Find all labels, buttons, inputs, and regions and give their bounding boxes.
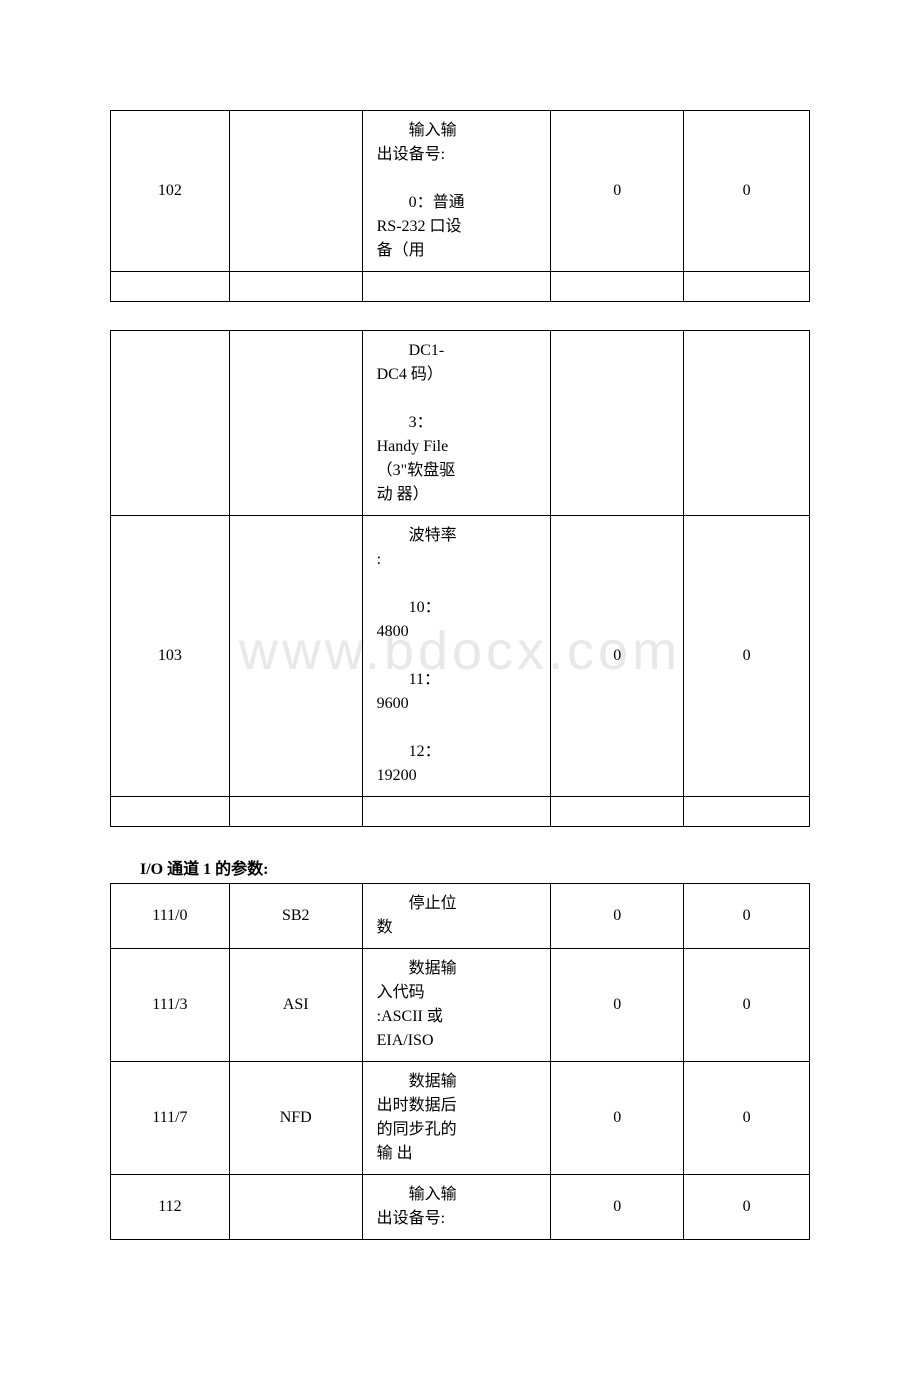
table-cell-val1 (551, 331, 684, 516)
description-line: 3： (377, 411, 541, 435)
description-line: 10： (377, 596, 541, 620)
table-row: 111/3ASI数据输入代码:ASCII 或EIA/ISO00 (111, 949, 810, 1062)
table-row-empty (111, 272, 810, 302)
description-line: 停止位 (377, 892, 541, 916)
description-line: 出设备号: (377, 143, 541, 167)
table-cell-empty (551, 272, 684, 302)
description-line: 数据输 (377, 1070, 541, 1094)
table-cell-param: 111/7 (111, 1062, 230, 1175)
description-line: 出设备号: (377, 1207, 541, 1231)
table-cell-val1: 0 (551, 884, 684, 949)
table-cell-val2: 0 (684, 111, 810, 272)
table-cell-param: 112 (111, 1175, 230, 1240)
table-cell-param: 111/3 (111, 949, 230, 1062)
description-line: 备（用 (377, 239, 541, 263)
table-cell-val2: 0 (684, 949, 810, 1062)
table-cell-empty (111, 272, 230, 302)
description-line (377, 644, 541, 668)
table-cell-param (111, 331, 230, 516)
table-cell-val1: 0 (551, 1062, 684, 1175)
description-line: 19200 (377, 764, 541, 788)
table-cell-description: 输入输出设备号: (362, 1175, 551, 1240)
table-cell-empty (684, 797, 810, 827)
table-cell-empty (551, 797, 684, 827)
description-line: 11： (377, 668, 541, 692)
table-cell-val2: 0 (684, 516, 810, 797)
table-cell-description: 波特率: 10：4800 11：9600 12：19200 (362, 516, 551, 797)
table-row: 103波特率: 10：4800 11：9600 12：1920000 (111, 516, 810, 797)
description-line: DC4 码） (377, 363, 541, 387)
table-cell-description: 数据输出时数据后的同步孔的输 出 (362, 1062, 551, 1175)
table-cell-val1: 0 (551, 949, 684, 1062)
table-cell-code (229, 111, 362, 272)
table-cell-val1: 0 (551, 1175, 684, 1240)
table-row-empty (111, 797, 810, 827)
description-line (377, 387, 541, 411)
description-line: 输 出 (377, 1142, 541, 1166)
description-line: EIA/ISO (377, 1029, 541, 1053)
table-cell-description: 停止位数 (362, 884, 551, 949)
table-cell-param: 111/0 (111, 884, 230, 949)
description-line: :ASCII 或 (377, 1005, 541, 1029)
table-cell-val1: 0 (551, 516, 684, 797)
description-line (377, 572, 541, 596)
description-line: （3"软盘驱 (377, 459, 541, 483)
table-cell-empty (111, 797, 230, 827)
table-cell-empty (362, 797, 551, 827)
table-cell-param: 103 (111, 516, 230, 797)
description-line: 动 器） (377, 483, 541, 507)
table-cell-param: 102 (111, 111, 230, 272)
table-row: 111/0SB2停止位数00 (111, 884, 810, 949)
table-row: 111/7NFD数据输出时数据后的同步孔的输 出00 (111, 1062, 810, 1175)
page-content: 102输入输出设备号: 0：普通RS-232 口设备（用00 DC1-DC4 码… (110, 110, 810, 1240)
table-cell-val2: 0 (684, 1175, 810, 1240)
table-cell-empty (229, 272, 362, 302)
description-line: RS-232 口设 (377, 215, 541, 239)
description-line: 数 (377, 916, 541, 940)
table-2: DC1-DC4 码） 3：Handy File（3"软盘驱动 器） 103 波特率:… (110, 330, 810, 827)
description-line: Handy File (377, 435, 541, 459)
description-line: 输入输 (377, 1183, 541, 1207)
description-line: 的同步孔的 (377, 1118, 541, 1142)
table-row: DC1-DC4 码） 3：Handy File（3"软盘驱动 器） (111, 331, 810, 516)
table-cell-code (229, 516, 362, 797)
table-cell-val2 (684, 331, 810, 516)
description-line: 波特率 (377, 524, 541, 548)
table-cell-val2: 0 (684, 884, 810, 949)
description-line: 0：普通 (377, 191, 541, 215)
description-line (377, 716, 541, 740)
description-line (377, 167, 541, 191)
table-cell-empty (684, 272, 810, 302)
table-cell-description: DC1-DC4 码） 3：Handy File（3"软盘驱动 器） (362, 331, 551, 516)
description-line: DC1- (377, 339, 541, 363)
description-line: 4800 (377, 620, 541, 644)
table-cell-empty (229, 797, 362, 827)
description-line: 入代码 (377, 981, 541, 1005)
table-cell-empty (362, 272, 551, 302)
table-cell-val1: 0 (551, 111, 684, 272)
description-line: 9600 (377, 692, 541, 716)
table-cell-code (229, 1175, 362, 1240)
description-line: 输入输 (377, 119, 541, 143)
table-cell-val2: 0 (684, 1062, 810, 1175)
description-line: 数据输 (377, 957, 541, 981)
table-3: 111/0SB2停止位数00111/3ASI数据输入代码:ASCII 或EIA/… (110, 883, 810, 1240)
table-cell-description: 数据输入代码:ASCII 或EIA/ISO (362, 949, 551, 1062)
table-cell-description: 输入输出设备号: 0：普通RS-232 口设备（用 (362, 111, 551, 272)
description-line: 12： (377, 740, 541, 764)
section-heading: I/O 通道 1 的参数: (140, 855, 810, 879)
description-line: : (377, 548, 541, 572)
table-cell-code: NFD (229, 1062, 362, 1175)
table-row: 112输入输出设备号:00 (111, 1175, 810, 1240)
table-row: 102输入输出设备号: 0：普通RS-232 口设备（用00 (111, 111, 810, 272)
description-line: 出时数据后 (377, 1094, 541, 1118)
table-cell-code: SB2 (229, 884, 362, 949)
table-cell-code: ASI (229, 949, 362, 1062)
table-cell-code (229, 331, 362, 516)
table-1: 102输入输出设备号: 0：普通RS-232 口设备（用00 (110, 110, 810, 302)
